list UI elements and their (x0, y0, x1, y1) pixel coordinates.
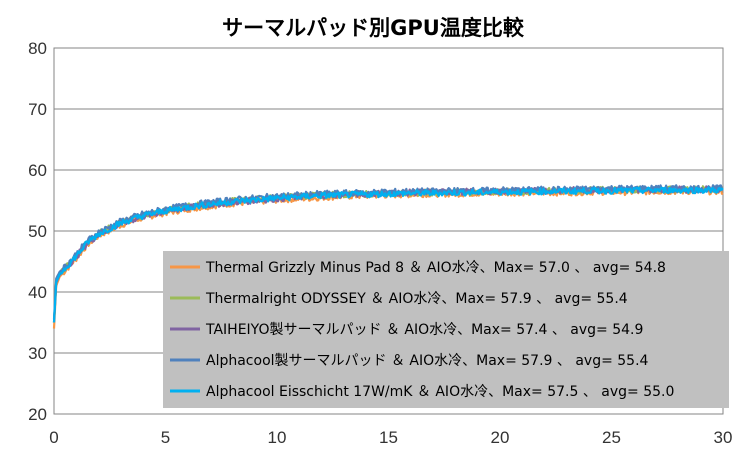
legend-label: Alphacool製サーマルパッド ＆ AIO水冷、Max= 57.9 、 av… (206, 353, 649, 369)
x-tick-label: 30 (714, 428, 733, 447)
legend-label: Thermal Grizzly Minus Pad 8 ＆ AIO水冷、Max=… (205, 260, 666, 276)
chart-title: サーマルパッド別GPU温度比較 (222, 16, 525, 40)
y-tick-label: 70 (28, 100, 47, 119)
x-axis-tick-labels: 0 5 10 15 20 25 30 (49, 428, 732, 447)
x-tick-label: 10 (268, 428, 287, 447)
y-tick-label: 20 (28, 405, 47, 424)
x-tick-label: 5 (161, 428, 170, 447)
legend-box (163, 251, 729, 408)
x-tick-label: 25 (602, 428, 621, 447)
y-tick-label: 80 (28, 39, 47, 58)
series-line-5 (52, 186, 724, 323)
y-tick-label: 40 (28, 283, 47, 302)
x-tick-label: 20 (491, 428, 510, 447)
x-tick-label: 0 (49, 428, 58, 447)
y-tick-label: 60 (28, 161, 47, 180)
series-lines (52, 184, 724, 329)
y-tick-label: 30 (28, 344, 47, 363)
y-axis-tick-labels: 20 30 40 50 60 70 80 (28, 39, 47, 424)
x-tick-label: 15 (379, 428, 398, 447)
plot-area-border (53, 47, 724, 415)
legend-label: TAIHEIYO製サーマルパッド ＆ AIO水冷、Max= 57.4 、 avg… (205, 322, 643, 338)
legend-label: Thermalright ODYSSEY ＆ AIO水冷、Max= 57.9 、… (205, 291, 628, 307)
y-tick-label: 50 (28, 222, 47, 241)
legend: Thermal Grizzly Minus Pad 8 ＆ AIO水冷、Max=… (163, 251, 729, 408)
legend-label: Alphacool Eisschicht 17W/mK ＆ AIO水冷、Max=… (206, 384, 674, 400)
